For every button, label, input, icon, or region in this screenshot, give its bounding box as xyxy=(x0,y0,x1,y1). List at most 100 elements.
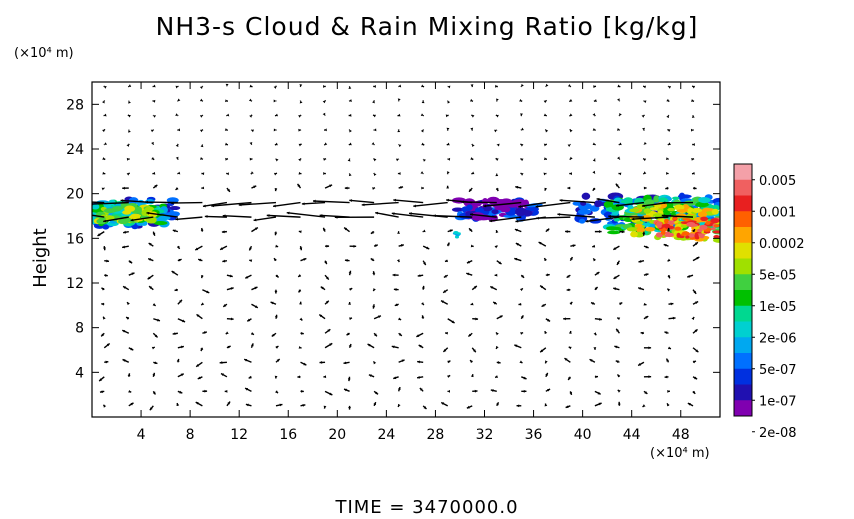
wind-vector-head xyxy=(547,318,551,322)
wind-vector xyxy=(204,215,227,218)
wind-vector xyxy=(92,214,105,218)
wind-vector-head xyxy=(271,333,275,337)
wind-vector-head xyxy=(151,156,155,160)
colorbar-segment xyxy=(734,274,752,291)
cloud-cell xyxy=(681,231,690,236)
wind-vector-head xyxy=(198,258,202,262)
wind-vector-head xyxy=(347,378,351,382)
wind-vector-head xyxy=(694,376,698,380)
wind-vector-head xyxy=(175,217,179,221)
wind-vector-head xyxy=(275,158,279,162)
wind-vector-head xyxy=(298,274,302,277)
wind-vector-head xyxy=(519,360,523,363)
wind-vector-head xyxy=(323,227,326,231)
wind-vector-head xyxy=(557,212,561,216)
wind-vector-head xyxy=(592,127,596,131)
wind-vector-head xyxy=(298,171,302,175)
cloud-cell xyxy=(694,201,709,208)
wind-vector xyxy=(413,201,448,207)
cloud-cell xyxy=(699,224,708,230)
wind-vector-head xyxy=(103,219,107,223)
wind-vector-head xyxy=(538,242,542,245)
wind-vector-head xyxy=(592,142,596,146)
wind-vector-head xyxy=(204,215,208,218)
wind-vector-head xyxy=(204,389,208,393)
cloud-cell xyxy=(481,206,493,212)
wind-vector-head xyxy=(195,402,199,405)
wind-vector-head xyxy=(224,142,228,146)
x-tick-label: 24 xyxy=(377,427,395,443)
wind-vector-head xyxy=(490,389,494,392)
wind-vector-head xyxy=(373,173,377,177)
cloud-cell xyxy=(626,227,639,232)
wind-vector xyxy=(615,201,645,207)
x-tick-label: 4 xyxy=(137,427,146,443)
cloud-cell xyxy=(678,235,685,239)
wind-vector-head xyxy=(349,288,353,291)
wind-vector-head xyxy=(373,85,376,88)
colorbar-label: 1e-07 xyxy=(759,394,797,409)
wind-vector xyxy=(266,214,301,218)
wind-vector-head xyxy=(148,243,152,246)
wind-vector-head xyxy=(312,199,316,203)
cloud-cell xyxy=(644,226,656,232)
wind-vector-head xyxy=(274,375,278,379)
cloud-cell xyxy=(667,220,676,223)
wind-vector-head xyxy=(690,128,694,132)
wind-vector xyxy=(585,216,620,223)
wind-vector-head xyxy=(495,188,499,192)
wind-vector-head xyxy=(536,216,539,220)
wind-vector-head xyxy=(423,158,426,162)
wind-vector-head xyxy=(470,213,473,216)
wind-vector-head xyxy=(397,172,401,176)
wind-vector-head xyxy=(154,184,158,188)
wind-vector-head xyxy=(151,141,154,145)
x-axis-unit: (×10⁴ m) xyxy=(650,446,710,461)
cloud-cell xyxy=(141,209,149,216)
wind-vector-head xyxy=(348,302,351,305)
wind-vector-head xyxy=(446,127,450,131)
wind-vector-head xyxy=(130,347,134,351)
wind-vector-head xyxy=(245,275,249,279)
wind-vector-head xyxy=(275,274,279,278)
wind-vector-head xyxy=(569,257,573,261)
wind-vector-head xyxy=(323,172,326,175)
wind-vector-head xyxy=(617,84,621,88)
wind-vector-head xyxy=(200,144,204,148)
wind-vector xyxy=(483,201,522,207)
wind-vector-head xyxy=(546,228,550,232)
wind-vector-head xyxy=(349,129,352,133)
wind-vector-head xyxy=(566,288,570,292)
wind-vector-head xyxy=(397,113,401,117)
wind-vector-head xyxy=(344,259,348,262)
wind-vector-head xyxy=(401,359,405,363)
wind-vector-head xyxy=(598,402,602,406)
wind-vector-head xyxy=(617,374,621,378)
wind-vector-head xyxy=(421,285,425,289)
wind-vector-head xyxy=(127,373,131,377)
wind-vector-head xyxy=(615,360,619,364)
x-axis-ticks: 4 8 12 16 20 24 28 32 36 40 44 48 xyxy=(137,82,690,443)
cloud-cell xyxy=(697,228,703,233)
wind-vector-head xyxy=(131,272,135,276)
wind-vector-head xyxy=(126,157,130,161)
wind-vector xyxy=(130,216,154,222)
colorbar-label: 5e-07 xyxy=(759,363,797,378)
colorbar-segment xyxy=(734,164,752,181)
cloud-cell xyxy=(674,226,682,231)
wind-vector-head xyxy=(349,199,353,202)
wind-vector-head xyxy=(645,273,649,277)
cloud-cell xyxy=(451,207,464,212)
wind-vector-head xyxy=(76,212,79,215)
wind-vector-head xyxy=(221,230,225,234)
cloud-cell xyxy=(500,206,511,213)
wind-vector-head xyxy=(249,84,253,88)
wind-vector-head xyxy=(301,202,305,206)
wind-vector-head xyxy=(245,388,249,391)
cloud-cell xyxy=(705,221,711,225)
wind-vector-head xyxy=(170,201,174,205)
wind-vector-head xyxy=(301,389,304,393)
wind-vector xyxy=(393,199,424,204)
wind-vector-head xyxy=(230,317,234,321)
cloud-cell xyxy=(673,204,685,211)
